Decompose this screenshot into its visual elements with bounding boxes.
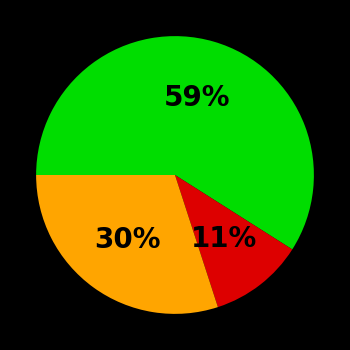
Wedge shape	[175, 175, 292, 307]
Wedge shape	[36, 175, 218, 314]
Text: 30%: 30%	[94, 226, 161, 254]
Text: 11%: 11%	[191, 225, 258, 253]
Wedge shape	[36, 36, 314, 250]
Text: 59%: 59%	[164, 84, 231, 112]
